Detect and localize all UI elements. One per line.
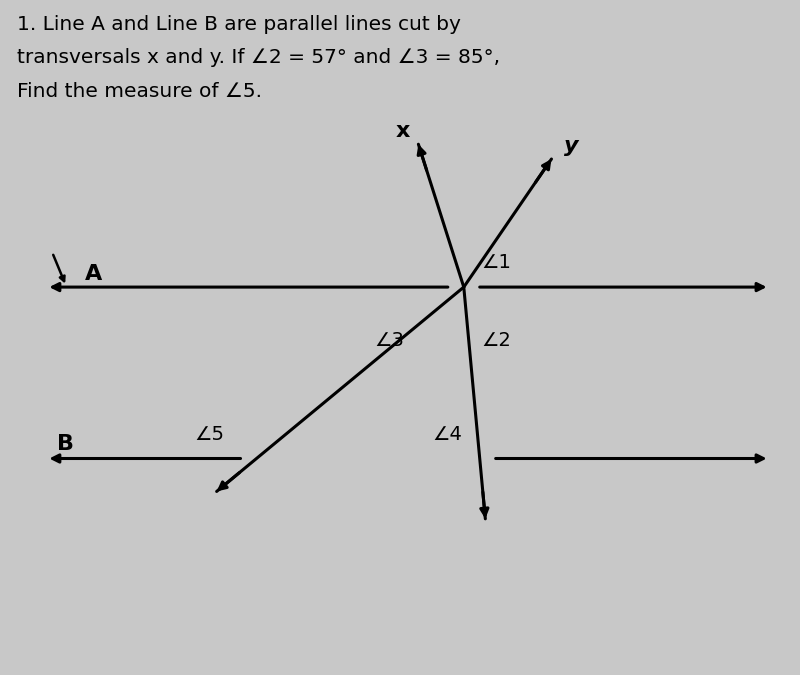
Text: 1. Line A and Line B are parallel lines cut by: 1. Line A and Line B are parallel lines … (18, 15, 462, 34)
Text: ∠2: ∠2 (482, 331, 511, 350)
Text: transversals x and y. If ∠2 = 57° and ∠3 = 85°,: transversals x and y. If ∠2 = 57° and ∠3… (18, 49, 501, 68)
Text: ∠4: ∠4 (432, 425, 462, 443)
Text: ∠3: ∠3 (374, 331, 404, 350)
Text: B: B (57, 434, 74, 454)
Text: Find the measure of ∠5.: Find the measure of ∠5. (18, 82, 262, 101)
Text: ∠1: ∠1 (482, 253, 511, 272)
Text: ∠5: ∠5 (194, 425, 225, 443)
Text: y: y (564, 136, 578, 156)
Text: A: A (85, 264, 102, 284)
Text: x: x (395, 121, 410, 141)
